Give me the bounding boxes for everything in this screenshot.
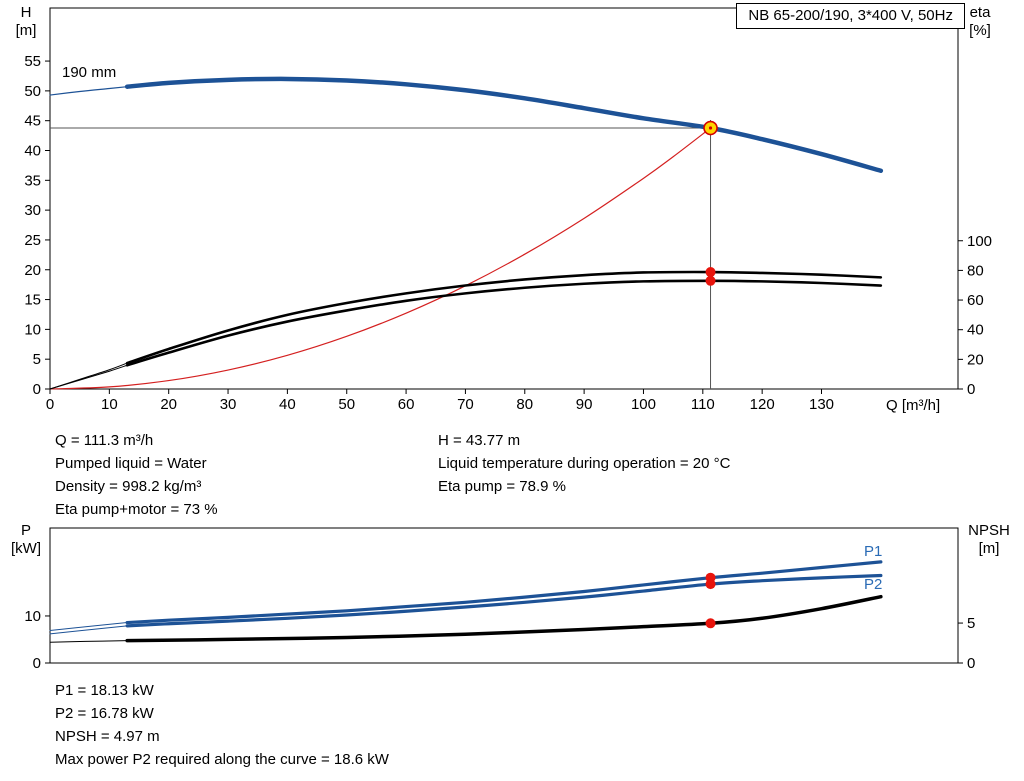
x-tick-label: 70 [457, 396, 474, 413]
series-npsh [125, 594, 883, 643]
p1-value-line: P1 = 18.13 kW [55, 682, 154, 699]
power-left-axis-symbol: P [20, 522, 31, 539]
duty-info-left-column: Q = 111.3 m³/h Pumped liquid = Water Den… [55, 429, 218, 521]
power-chart-frame [49, 527, 959, 664]
duty-info-right-column: H = 43.77 m Liquid temperature during op… [438, 429, 730, 498]
y-right-tick-label: 5 [967, 615, 975, 632]
y-right-tick-label: 20 [967, 351, 984, 368]
head-right-axis-symbol: eta [969, 4, 991, 21]
y-left-tick-label: 30 [24, 202, 41, 219]
npsh-axis-unit: [m] [978, 540, 1000, 557]
x-tick-label: 80 [516, 396, 533, 413]
y-left-tick-label: 25 [24, 232, 41, 249]
x-tick-label: 20 [160, 396, 177, 413]
series-p1-lead [49, 622, 128, 632]
y-left-tick-label: 15 [24, 292, 41, 309]
y-left-tick-label: 45 [24, 113, 41, 130]
head-left-axis-symbol: H [20, 4, 32, 21]
pump-model-box: NB 65-200/190, 3*400 V, 50Hz [736, 3, 965, 29]
eta-pump-motor-line: Eta pump+motor = 73 % [55, 501, 218, 518]
series-eta-pump-motor [125, 279, 883, 367]
y-right-tick-label: 100 [967, 233, 992, 250]
p2-value-line: P2 = 16.78 kW [55, 705, 154, 722]
eta-pump-line: Eta pump = 78.9 % [438, 478, 566, 495]
duty-head-line: H = 43.77 m [438, 432, 521, 449]
head-chart-frame [49, 7, 959, 390]
npsh-value-line: NPSH = 4.97 m [55, 728, 160, 745]
head-left-axis-unit: [m] [15, 22, 37, 39]
series-p2 [125, 573, 883, 628]
density-line: Density = 998.2 kg/m³ [55, 478, 202, 495]
p1-curve-label: P1 [864, 543, 883, 560]
x-tick-label: 100 [631, 396, 656, 413]
npsh-axis-symbol: NPSH [968, 522, 1010, 539]
y-right-tick-label: 0 [967, 381, 975, 398]
x-tick-label: 40 [279, 396, 296, 413]
head-right-axis-label: eta [%] [960, 4, 1000, 40]
y-left-tick-label: 0 [33, 381, 41, 398]
operating-dot [705, 275, 716, 286]
power-left-axis-label: P [kW] [8, 522, 44, 558]
y-right-tick-label: 80 [967, 262, 984, 279]
flow-axis-label: Q [m³/h] [886, 397, 941, 414]
series-eta-pump-motor-lead [49, 364, 128, 390]
series-pump-curve-190mm [124, 76, 884, 174]
y-right-tick-label: 40 [967, 322, 984, 339]
liquid-temperature-line: Liquid temperature during operation = 20… [438, 455, 731, 472]
p2-curve-label: P2 [864, 576, 883, 593]
power-info-block: P1 = 18.13 kW P2 = 16.78 kW NPSH = 4.97 … [55, 679, 389, 771]
series-system-curve [49, 127, 712, 390]
npsh-axis-label: NPSH [m] [958, 522, 1020, 558]
y-left-tick-label: 35 [24, 172, 41, 189]
operating-dot [705, 579, 716, 590]
x-tick-label: 60 [398, 396, 415, 413]
duty-point-center [708, 126, 713, 130]
series-pump-curve-lead [49, 86, 128, 96]
x-tick-label: 30 [220, 396, 237, 413]
y-right-tick-label: 0 [967, 655, 975, 672]
y-left-tick-label: 20 [24, 262, 41, 279]
y-left-tick-label: 40 [24, 143, 41, 160]
y-left-tick-label: 50 [24, 83, 41, 100]
pumped-liquid-line: Pumped liquid = Water [55, 455, 207, 472]
x-tick-label: 130 [809, 396, 834, 413]
max-power-line: Max power P2 required along the curve = … [55, 751, 389, 768]
power-left-axis-unit: [kW] [11, 540, 41, 557]
series-npsh-lead [49, 640, 128, 643]
head-right-axis-unit: [%] [969, 22, 991, 39]
x-tick-label: 10 [101, 396, 118, 413]
series-eta-pump [125, 270, 883, 365]
x-tick-label: 110 [691, 396, 715, 413]
y-right-tick-label: 60 [967, 292, 984, 309]
operating-dot [705, 618, 716, 629]
x-tick-label: 120 [750, 396, 775, 413]
duty-flow-line: Q = 111.3 m³/h [55, 432, 154, 449]
y-left-tick-label: 5 [33, 351, 41, 368]
y-left-tick-label: 0 [33, 655, 41, 672]
x-tick-label: 50 [338, 396, 355, 413]
y-left-tick-label: 10 [24, 321, 41, 338]
head-left-axis-label: H [m] [8, 4, 44, 40]
x-tick-label: 0 [46, 396, 54, 413]
operating-dot [705, 267, 716, 278]
x-tick-label: 90 [576, 396, 593, 413]
series-p1 [125, 560, 883, 625]
y-left-tick-label: 55 [24, 53, 41, 70]
impeller-diameter-label: 190 mm [62, 64, 117, 81]
y-left-tick-label: 10 [24, 608, 41, 625]
series-p2-lead [49, 625, 128, 635]
